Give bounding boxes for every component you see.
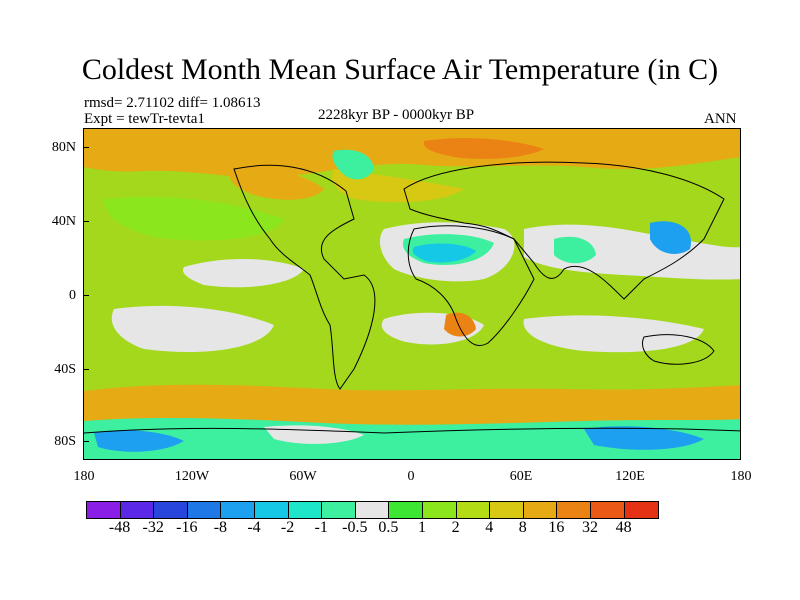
colorbar-label: -2 — [280, 519, 295, 536]
southern-ocean-neutral — [111, 305, 274, 352]
colorbar-swatch — [389, 502, 423, 518]
colorbar-swatch — [322, 502, 356, 518]
siberia-hot-region — [423, 138, 544, 159]
colorbar-label: 8 — [518, 519, 527, 536]
period-label: 2228kyr BP - 0000kyr BP — [318, 107, 475, 123]
southern-ocean-warm-band — [84, 384, 740, 429]
colorbar-swatch — [422, 502, 457, 518]
colorbar-swatch — [187, 502, 222, 518]
colorbar-swatch — [557, 502, 591, 518]
colorbar-swatch — [590, 502, 625, 518]
stats-label: rmsd= 2.71102 diff= 1.08613 — [84, 95, 261, 111]
x-tick-label: 0 — [407, 469, 415, 484]
greenland-cool-region — [332, 149, 374, 180]
y-tick-label: 80S — [54, 434, 76, 449]
arctic-warm-region — [84, 129, 740, 178]
y-tick-label: 0 — [69, 288, 76, 303]
indian-ocean-neutral — [523, 315, 704, 353]
x-tick-label: 180 — [730, 469, 752, 484]
experiment-label: Expt = tewTr-tevta1 — [84, 111, 205, 127]
colorbar-swatch — [355, 502, 390, 518]
colorbar-swatch — [456, 502, 491, 518]
chart-title: Coldest Month Mean Surface Air Temperatu… — [81, 53, 719, 86]
canada-warm-region — [230, 167, 324, 200]
colorbar-swatch — [288, 502, 323, 518]
tick-mark — [83, 369, 89, 370]
colorbar-label: 2 — [451, 519, 460, 536]
colorbar-swatch — [523, 502, 558, 518]
coastlines — [84, 161, 740, 434]
colorbar-label: -8 — [213, 519, 228, 536]
colorbar-label: -0.5 — [342, 519, 368, 536]
colorbar-label: 1 — [418, 519, 426, 536]
tick-mark — [83, 295, 89, 296]
colorbar-label: -1 — [314, 519, 328, 536]
y-tick-label: 80N — [51, 140, 76, 155]
colorbar-swatch — [624, 502, 659, 518]
colorbar-label: -16 — [176, 519, 198, 536]
y-tick-label: 40N — [51, 214, 76, 229]
colorbar-swatch — [154, 502, 188, 518]
tick-mark — [83, 221, 89, 222]
colorbar-label: 0.5 — [378, 519, 399, 536]
y-tick-label: 40S — [54, 362, 76, 377]
sahara-cold-core — [412, 243, 476, 263]
temperature-map — [84, 129, 740, 459]
x-tick-label: 60E — [509, 469, 533, 484]
colorbar-swatch — [87, 502, 121, 518]
colorbar-swatch — [120, 502, 155, 518]
tick-mark — [83, 147, 89, 148]
x-tick-label: 120W — [174, 469, 210, 484]
colorbar-swatch — [254, 502, 289, 518]
tick-mark — [83, 441, 89, 442]
colorbar-label: 48 — [615, 519, 632, 536]
colorbar-label: 32 — [582, 519, 598, 536]
india-cool-region — [554, 236, 596, 264]
colorbar-swatch — [490, 502, 524, 518]
colorbar-swatch — [221, 502, 255, 518]
colorbar-label: -4 — [247, 519, 261, 536]
southern-africa-warm — [444, 312, 476, 337]
colorbar-label: 4 — [485, 519, 494, 536]
x-tick-label: 120E — [615, 469, 645, 484]
pacific-neutral-band — [182, 258, 304, 288]
china-cool-region — [650, 221, 691, 254]
colorbar-label: 16 — [548, 519, 565, 536]
season-label: ANN — [704, 111, 737, 127]
antarctic-cold-spot-west — [94, 430, 184, 452]
map-frame — [83, 128, 741, 460]
x-tick-label: 60W — [289, 469, 317, 484]
north-pacific-light — [104, 196, 284, 241]
antarctic-cold-spot-east — [584, 426, 704, 450]
colorbar — [86, 501, 660, 519]
colorbar-label: -32 — [142, 519, 164, 536]
colorbar-label: -48 — [108, 519, 131, 536]
x-tick-label: 180 — [73, 469, 95, 484]
